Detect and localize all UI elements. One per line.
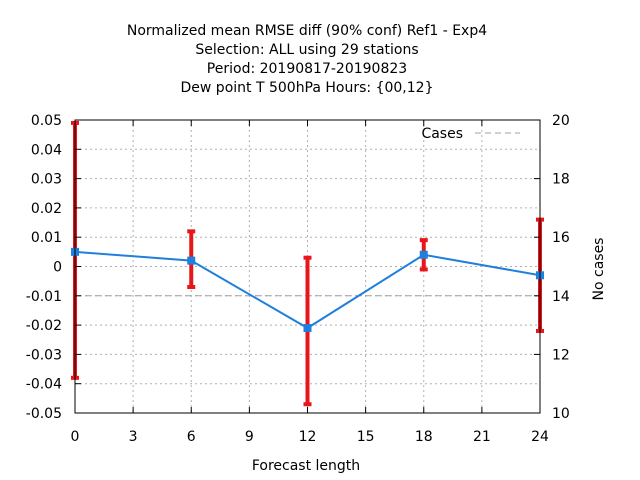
y2-tick-label: 12 [552,347,570,363]
y-tick-label: -0.02 [26,318,62,334]
y2-tick-label: 20 [552,113,570,129]
y-tick-label: -0.01 [26,289,62,305]
y2-axis-label: No cases [591,238,607,301]
y2-tick-label: 14 [552,289,570,305]
title-line: Period: 20190817-20190823 [207,61,407,77]
y-tick-label: -0.05 [26,406,62,422]
y-tick-label: 0.05 [31,113,62,129]
x-tick-label: 18 [415,429,433,445]
x-tick-label: 6 [187,429,196,445]
title-line: Selection: ALL using 29 stations [195,42,418,58]
x-tick-label: 12 [299,429,317,445]
legend-label: Cases [421,126,463,142]
title-line: Normalized mean RMSE diff (90% conf) Ref… [127,23,487,39]
y2-tick-label: 16 [552,230,570,246]
x-tick-label: 3 [129,429,138,445]
y-tick-label: -0.04 [26,377,62,393]
y-tick-label: 0 [53,260,62,276]
y-tick-label: 0.04 [31,142,62,158]
data-point [187,256,196,265]
legend: Cases [421,126,520,142]
x-tick-label: 15 [357,429,375,445]
y-tick-label: 0.01 [31,230,62,246]
x-tick-label: 21 [473,429,491,445]
chart-title: Normalized mean RMSE diff (90% conf) Ref… [127,23,487,96]
data-point [419,250,428,259]
x-tick-label: 0 [71,429,80,445]
axis-ticks: 0 3 6 9 12 15 18 21 24 0.05 0.04 0.03 0.02 0.01 0 -0.01… [26,113,570,445]
y-tick-label: 0.03 [31,172,62,188]
title-line: Dew point T 500hPa Hours: {00,12} [181,80,434,96]
y2-tick-label: 10 [552,406,570,422]
data-point [303,324,312,333]
x-tick-label: 24 [531,429,549,445]
y2-tick-label: 18 [552,172,570,188]
x-axis-label: Forecast length [252,458,360,474]
x-tick-label: 9 [245,429,254,445]
y-tick-label: 0.02 [31,201,62,217]
y-tick-label: -0.03 [26,347,62,363]
